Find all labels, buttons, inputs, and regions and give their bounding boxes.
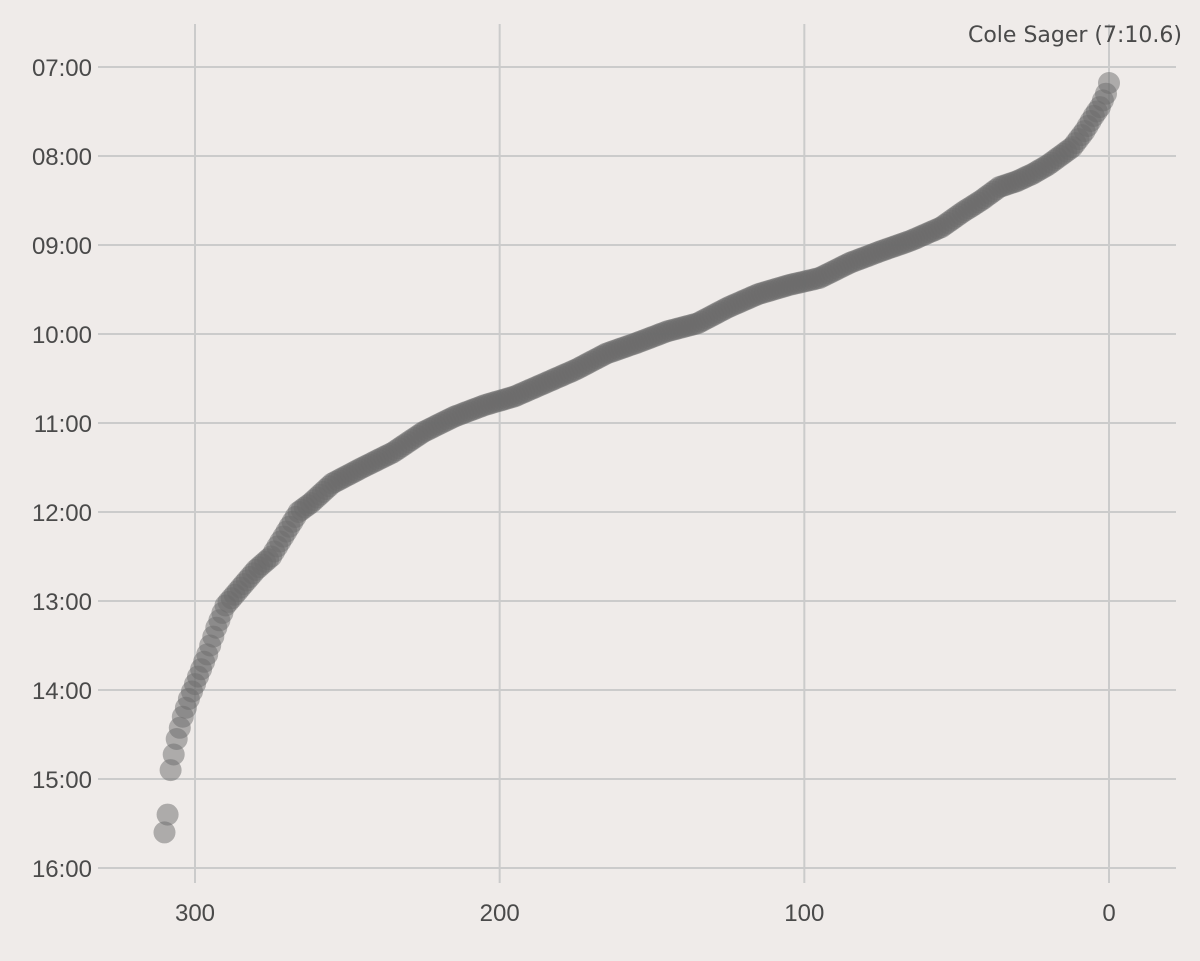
- data-point: [153, 821, 176, 844]
- y-tick-label: 10:00: [32, 322, 92, 349]
- x-tick-label: 300: [175, 900, 215, 927]
- y-tick-label: 13:00: [32, 589, 92, 616]
- y-tick-label: 16:00: [32, 856, 92, 883]
- y-tick-label: 12:00: [32, 500, 92, 527]
- y-tick-label: 11:00: [34, 411, 92, 438]
- leader-annotation: Cole Sager (7:10.6): [968, 23, 1182, 48]
- x-gridlines: [194, 24, 1110, 883]
- data-point: [159, 759, 182, 782]
- y-tick-labels: 07:00 08:00 09:00 10:00 11:00 12:00 13:00 14:00…: [32, 55, 92, 883]
- data-point: [156, 803, 179, 826]
- y-tick-label: 08:00: [32, 144, 92, 171]
- x-tick-label: 200: [480, 900, 520, 927]
- x-tick-labels: 300 200 100 0: [175, 900, 1116, 927]
- y-tick-label: 15:00: [32, 767, 92, 794]
- y-gridlines: [98, 66, 1176, 869]
- y-tick-label: 14:00: [32, 678, 92, 705]
- data-points: [153, 72, 1120, 844]
- y-tick-label: 07:00: [32, 55, 92, 82]
- y-tick-label: 09:00: [32, 233, 92, 260]
- x-tick-label: 0: [1102, 900, 1115, 927]
- x-tick-label: 100: [784, 900, 824, 927]
